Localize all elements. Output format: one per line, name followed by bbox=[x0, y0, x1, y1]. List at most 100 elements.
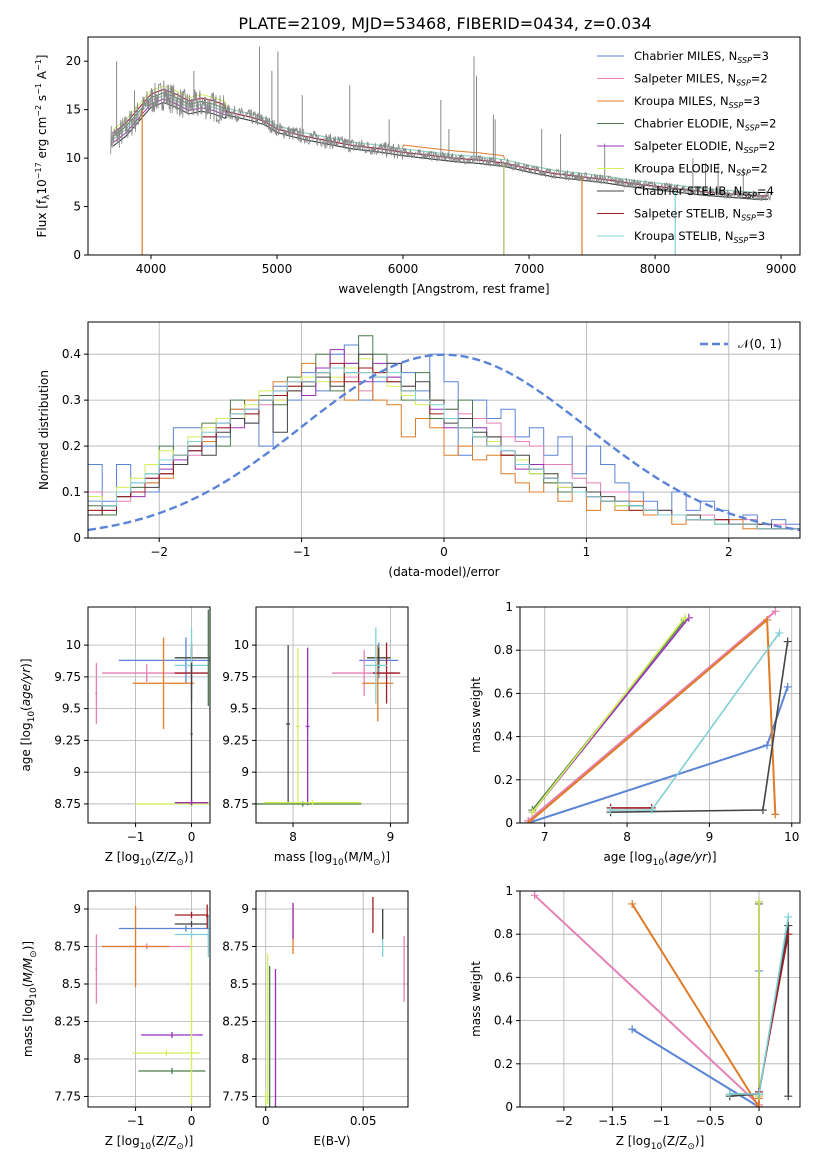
legend-name: Salpeter STELIB, N bbox=[634, 207, 741, 221]
weight-marker bbox=[783, 682, 792, 691]
weight-marker bbox=[628, 899, 637, 908]
legend-count: =3 bbox=[748, 229, 765, 243]
legend-label: Chabrier MILES, NSSP=3 bbox=[634, 49, 769, 65]
x-tick-label: 9 bbox=[387, 830, 395, 844]
y-tick-label: 8.25 bbox=[54, 1015, 81, 1029]
hist-kroupa-stelib bbox=[88, 367, 800, 530]
legend-count: =4 bbox=[757, 184, 774, 198]
x-axis-label: mass [log10(M/M⊙)] bbox=[274, 850, 390, 868]
x-tick-label: −0.5 bbox=[696, 1114, 725, 1128]
x-tick-label: 5000 bbox=[262, 262, 293, 276]
y-axis-label: mass [log10(M/M⊙)] bbox=[21, 941, 39, 1057]
y-axis-label-part: −17 bbox=[34, 162, 43, 179]
x-axis-label-part: age [log bbox=[603, 850, 652, 864]
x-tick-label: −2 bbox=[150, 545, 168, 559]
axes-mass_vs_ebv: 0 0.05 7.75 8 8.25 8.5 8.75 9 E(B-V) bbox=[222, 890, 409, 1148]
x-tick-label: 10 bbox=[784, 830, 799, 844]
x-tick-label: 6000 bbox=[388, 262, 419, 276]
x-tick-label: 2 bbox=[725, 545, 733, 559]
axes-frame bbox=[255, 890, 409, 1108]
axes-frame bbox=[519, 606, 801, 824]
x-tick-label: 0 bbox=[440, 545, 448, 559]
x-axis-label-part: age/yr bbox=[669, 850, 708, 864]
y-axis-label-part: Flux [f bbox=[35, 199, 49, 237]
y-tick-label: 8 bbox=[73, 1052, 81, 1066]
y-tick-label: 0 bbox=[505, 1100, 513, 1114]
legend-sub: SSP bbox=[744, 146, 759, 155]
legend-label: Salpeter ELODIE, NSSP=2 bbox=[634, 139, 775, 155]
x-axis-label-part: (Z/Z bbox=[151, 1134, 176, 1148]
legend-label: 𝒩(0, 1) bbox=[738, 337, 782, 351]
y-tick-label: 0 bbox=[73, 248, 81, 262]
x-axis-label: Z [log10(Z/Z⊙)] bbox=[105, 1134, 194, 1152]
y-tick-label: 9 bbox=[241, 902, 249, 916]
x-axis-label-part: 10 bbox=[332, 858, 344, 868]
y-axis-label-part: erg cm bbox=[35, 117, 49, 163]
legend-count: =3 bbox=[743, 94, 760, 108]
weight-marker bbox=[771, 607, 780, 616]
y-tick-label: 15 bbox=[66, 103, 81, 117]
y-tick-label: 0.2 bbox=[494, 773, 513, 787]
x-axis-label-part: 10 bbox=[140, 1142, 152, 1152]
weight-marker bbox=[783, 637, 792, 646]
y-axis-label-part: λ bbox=[42, 194, 52, 200]
plot-area-weight_vs_age bbox=[524, 607, 792, 823]
y-tick-label: 8.75 bbox=[222, 797, 249, 811]
legend-name: Kroupa STELIB, N bbox=[634, 229, 734, 243]
y-tick-label: 20 bbox=[66, 54, 81, 68]
y-tick-label: 0.2 bbox=[494, 1057, 513, 1071]
x-tick-label: 8000 bbox=[640, 262, 671, 276]
legend-name: Salpeter ELODIE, N bbox=[634, 139, 744, 153]
x-axis-label-part: ⊙ bbox=[687, 1142, 695, 1152]
y-tick-label: 8.5 bbox=[230, 977, 249, 991]
legend-name: Salpeter MILES, N bbox=[634, 72, 736, 86]
y-tick-label: 1 bbox=[505, 884, 513, 898]
legend-name: Chabrier MILES, N bbox=[634, 49, 737, 63]
legend-sub: SSP bbox=[741, 214, 756, 223]
weight-marker bbox=[524, 819, 533, 823]
y-tick-label: 8.25 bbox=[222, 1015, 249, 1029]
y-axis-label: Normed distribution bbox=[37, 370, 51, 490]
y-tick-label: 8.75 bbox=[54, 940, 81, 954]
weight-marker bbox=[758, 806, 767, 815]
y-axis-label-part: mass weight bbox=[469, 677, 483, 753]
x-tick-label: 8 bbox=[623, 830, 631, 844]
x-axis-label: wavelength [Angstrom, rest frame] bbox=[338, 282, 549, 296]
legend-sub: SSP bbox=[742, 191, 757, 200]
x-axis-label-part: ⊙ bbox=[373, 858, 381, 868]
x-axis-label: Z [log10(Z/Z⊙)] bbox=[105, 850, 194, 868]
weight-marker bbox=[725, 1090, 734, 1099]
y-axis-label-part: s bbox=[35, 95, 49, 105]
y-axis-label-part: mass [log bbox=[21, 999, 35, 1057]
axes-frame bbox=[87, 36, 801, 256]
weight-marker bbox=[755, 1090, 764, 1099]
x-tick-label: 4000 bbox=[136, 262, 167, 276]
legend-label: Chabrier STELIB, NSSP=4 bbox=[634, 184, 774, 200]
x-tick-label: 1 bbox=[583, 545, 591, 559]
gaussian-curve bbox=[88, 353, 800, 532]
axes-weight_vs_Z: −2 −1.5 −1 −0.5 0 0 0.2 0.4 0.6 0.8 1 Z [log10(Z/Z⊙… bbox=[469, 884, 801, 1152]
x-axis-label-part: )] bbox=[184, 1134, 193, 1148]
weight-line-kroupa-stelib bbox=[610, 632, 781, 811]
x-tick-label: 0.05 bbox=[350, 1114, 377, 1128]
weight-marker bbox=[628, 1025, 637, 1034]
x-tick-label: −2 bbox=[555, 1114, 573, 1128]
x-axis-label-part: Z [log bbox=[105, 850, 140, 864]
x-tick-label: 9 bbox=[706, 830, 714, 844]
weight-line-kroupa-elodie bbox=[531, 617, 686, 813]
weight-marker bbox=[606, 806, 615, 815]
y-tick-label: 9.5 bbox=[62, 702, 81, 716]
x-axis-label: E(B-V) bbox=[313, 1134, 350, 1148]
y-tick-label: 10 bbox=[66, 151, 81, 165]
y-tick-label: 5 bbox=[73, 200, 81, 214]
weight-line-salpeter-miles bbox=[527, 610, 776, 822]
y-axis-label-part: A bbox=[35, 70, 49, 83]
y-axis-label-part: −2 bbox=[34, 105, 43, 117]
legend-sub: SSP bbox=[729, 101, 744, 110]
x-axis-label-part: (Z/Z bbox=[662, 1134, 687, 1148]
y-tick-label: 0.8 bbox=[494, 643, 513, 657]
y-axis-label-part: Normed distribution bbox=[37, 370, 51, 490]
